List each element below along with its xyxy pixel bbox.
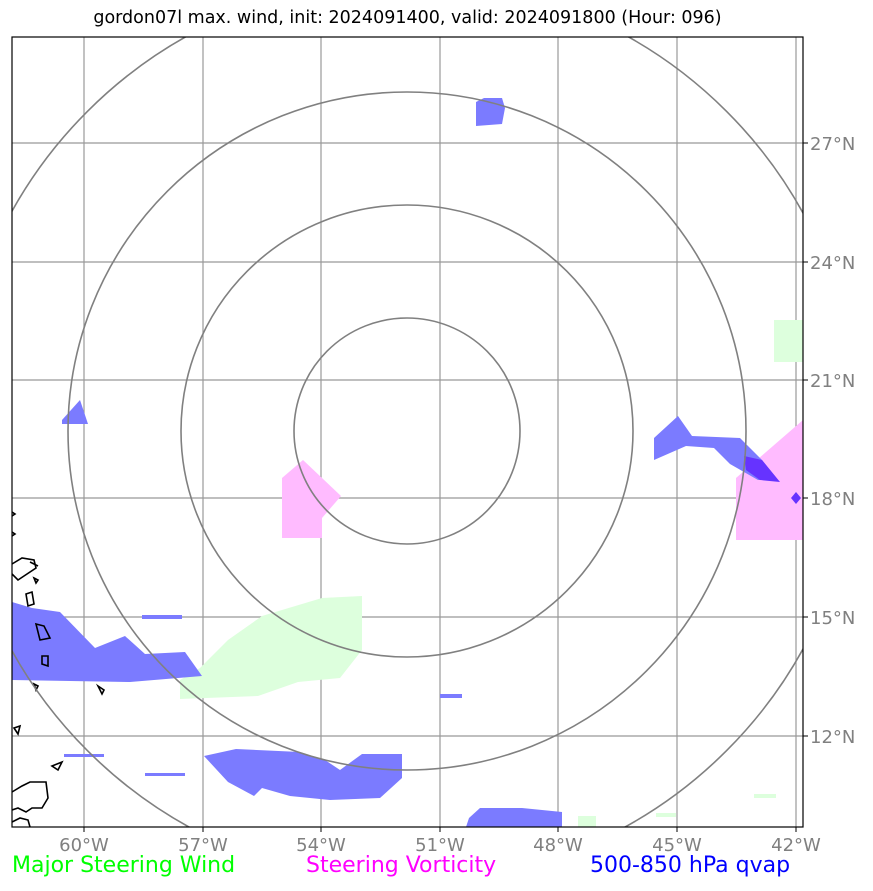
wind-area [578, 816, 596, 827]
distance-ring-2 [180, 204, 634, 658]
island-outline [25, 590, 35, 608]
legend-steering-wind: Major Steering Wind [12, 853, 236, 878]
lon-label: 42°W [771, 835, 821, 856]
wind-area [774, 320, 803, 362]
distance-ring-3 [67, 91, 747, 771]
steering-wind-areas [180, 320, 803, 827]
distance-rings [12, 37, 803, 827]
island-outline [41, 655, 49, 668]
island-outline [50, 760, 64, 772]
island-outline [29, 561, 39, 567]
island-outline [32, 576, 40, 585]
lat-label: 15°N [810, 608, 855, 629]
storm-center-marker [791, 492, 801, 504]
qvap-area [142, 615, 182, 619]
lon-label: 51°W [415, 835, 465, 856]
qvap-area [440, 694, 462, 698]
island-outline [12, 511, 17, 517]
qvap-areas [12, 98, 780, 827]
lat-label: 21°N [810, 371, 855, 392]
island-outline [12, 557, 37, 582]
distance-ring-1 [293, 317, 521, 545]
legend-qvap: 500-850 hPa qvap [590, 853, 791, 878]
vorticity-area [282, 460, 341, 538]
map-title: gordon07l max. wind, init: 2024091400, v… [93, 8, 722, 28]
plot-frame [11, 36, 804, 828]
island-outline [12, 531, 17, 537]
lat-label: 18°N [810, 489, 855, 510]
qvap-area [64, 754, 104, 757]
lon-label: 57°W [178, 835, 228, 856]
island-outline [95, 683, 106, 696]
lon-label: 60°W [59, 835, 109, 856]
qvap-area-intense [744, 456, 780, 482]
island-outline [12, 724, 22, 736]
qvap-area [145, 773, 185, 776]
latitude-labels: 27°N 24°N 21°N 18°N 15°N 12°N [810, 134, 855, 748]
lat-label: 24°N [810, 253, 855, 274]
lon-label: 54°W [296, 835, 346, 856]
wind-area [754, 794, 776, 798]
wind-area [656, 813, 676, 817]
legend-steering-vorticity: Steering Vorticity [306, 853, 497, 878]
qvap-area [12, 602, 202, 682]
coastlines [12, 511, 106, 827]
coastline-south-america [12, 817, 31, 827]
plot-area [12, 37, 803, 827]
lon-label: 45°W [652, 835, 702, 856]
lon-label: 48°W [533, 835, 583, 856]
lat-label: 12°N [810, 727, 855, 748]
qvap-area [204, 749, 402, 800]
longitude-labels: 60°W 57°W 54°W 51°W 48°W 45°W 42°W [59, 835, 821, 856]
island-outline [34, 622, 52, 641]
axis-ticks [83, 142, 808, 832]
wind-area [180, 596, 362, 699]
lat-label: 27°N [810, 134, 855, 155]
coastline-south-america [12, 781, 49, 813]
qvap-area [466, 808, 562, 827]
